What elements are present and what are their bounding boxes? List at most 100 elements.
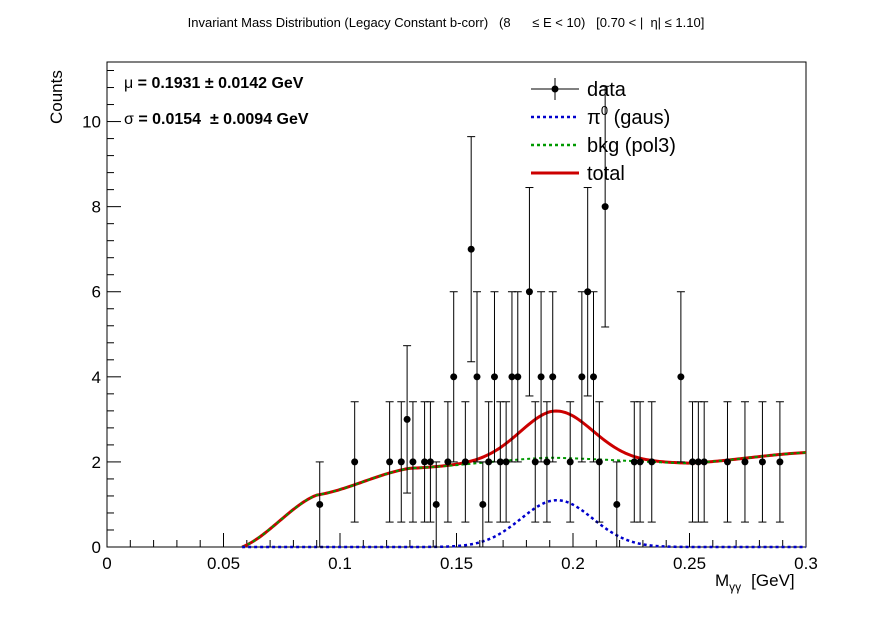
data-point-marker bbox=[450, 373, 458, 381]
legend-pi0-sup: 0 bbox=[601, 103, 608, 118]
bkg-fit-curve bbox=[241, 451, 807, 548]
data-point-marker bbox=[758, 458, 766, 466]
y-tick-label: 8 bbox=[92, 198, 101, 217]
data-point-marker bbox=[514, 373, 522, 381]
data-point-marker bbox=[426, 458, 434, 466]
legend-entry-total: total bbox=[531, 163, 625, 185]
data-point-marker bbox=[316, 500, 324, 508]
data-point bbox=[507, 291, 516, 463]
stat-sigma: σ = 0.0154 ± 0.0094 GeV bbox=[124, 111, 309, 128]
y-tick-label: 0 bbox=[92, 538, 101, 557]
data-point bbox=[525, 187, 534, 397]
data-point bbox=[403, 345, 412, 494]
data-point-marker bbox=[409, 458, 417, 466]
y-tick-label: 10 bbox=[82, 113, 101, 132]
stat-mu-value: = 0.1931 ± 0.0142 GeV bbox=[133, 75, 304, 92]
data-point bbox=[426, 401, 435, 523]
legend-pi0-suffix: (gaus) bbox=[608, 107, 670, 129]
data-point-marker bbox=[467, 245, 475, 253]
data-point bbox=[740, 401, 749, 523]
x-axis-title-unit: [GeV] bbox=[751, 571, 794, 590]
x-tick-label: 0.3 bbox=[794, 554, 818, 573]
legend-entry-data: data bbox=[531, 78, 627, 101]
legend-label-bkg: bkg (pol3) bbox=[587, 135, 676, 157]
data-point bbox=[397, 401, 406, 523]
data-point-marker bbox=[700, 458, 708, 466]
gaus-fit-curve bbox=[242, 498, 806, 549]
data-point-marker bbox=[444, 458, 452, 466]
x-axis-title-main: M bbox=[715, 571, 729, 590]
data-point bbox=[775, 401, 784, 523]
fit-curves bbox=[241, 409, 807, 549]
data-point-marker bbox=[490, 373, 498, 381]
data-point bbox=[700, 401, 709, 523]
legend-label-total: total bbox=[587, 163, 625, 185]
plot-frame-rect bbox=[106, 61, 807, 548]
legend-data-marker bbox=[551, 85, 559, 93]
data-point bbox=[315, 461, 324, 548]
x-axis-title-sub: γγ bbox=[729, 580, 741, 594]
data-point bbox=[496, 401, 505, 523]
data-point bbox=[473, 291, 482, 463]
data-point-marker bbox=[677, 373, 685, 381]
data-point bbox=[531, 401, 540, 523]
x-tick-label: 0.25 bbox=[673, 554, 706, 573]
data-point-marker bbox=[502, 458, 510, 466]
data-point-marker bbox=[601, 203, 609, 211]
data-point bbox=[758, 401, 767, 523]
data-point-marker bbox=[397, 458, 405, 466]
data-point bbox=[502, 401, 511, 523]
data-point-marker bbox=[776, 458, 784, 466]
data-point bbox=[513, 291, 522, 463]
data-point bbox=[723, 401, 732, 523]
legend-pi0-symbol: π bbox=[587, 107, 601, 129]
data-point bbox=[490, 291, 499, 463]
data-point bbox=[566, 401, 575, 523]
data-point-marker bbox=[636, 458, 644, 466]
data-point-marker bbox=[566, 458, 574, 466]
data-point bbox=[461, 401, 470, 523]
data-point bbox=[636, 401, 645, 523]
stat-sigma-symbol: σ bbox=[124, 111, 134, 128]
y-axis-title: Counts bbox=[47, 70, 66, 124]
data-point bbox=[443, 401, 452, 523]
data-point bbox=[612, 461, 621, 548]
data-point-marker bbox=[723, 458, 731, 466]
data-point bbox=[484, 401, 493, 523]
legend-entry-pi0: π0 (gaus) bbox=[531, 103, 670, 129]
data-point-marker bbox=[496, 458, 504, 466]
x-tick-label: 0.1 bbox=[328, 554, 352, 573]
data-point bbox=[542, 401, 551, 523]
data-point-marker bbox=[531, 458, 539, 466]
chart-title: Invariant Mass Distribution (Legacy Cons… bbox=[188, 15, 705, 30]
data-point-marker bbox=[485, 458, 493, 466]
data-point-marker bbox=[590, 373, 598, 381]
data-points bbox=[315, 85, 784, 548]
data-point bbox=[449, 291, 458, 463]
total-fit-curve bbox=[241, 409, 807, 549]
axis-ticks: 0 0.05 0.1 0.15 0.2 0.25 0.3 0 2 4 6 8 10 bbox=[82, 70, 818, 573]
data-point bbox=[577, 291, 586, 463]
data-point bbox=[583, 187, 592, 397]
data-point-marker bbox=[479, 500, 487, 508]
data-point-marker bbox=[584, 288, 592, 296]
legend-entry-bkg: bkg (pol3) bbox=[531, 135, 676, 157]
data-point-marker bbox=[630, 458, 638, 466]
y-tick-label: 4 bbox=[92, 368, 101, 387]
data-point bbox=[676, 291, 685, 463]
data-point-marker bbox=[403, 415, 411, 423]
x-tick-label: 0.05 bbox=[207, 554, 240, 573]
data-point-marker bbox=[432, 500, 440, 508]
data-point bbox=[589, 291, 598, 463]
data-point bbox=[350, 401, 359, 523]
data-point bbox=[467, 136, 476, 363]
data-point-marker bbox=[543, 458, 551, 466]
data-point bbox=[432, 461, 441, 548]
data-point-marker bbox=[694, 458, 702, 466]
legend-label-pi0: π0 (gaus) bbox=[587, 103, 670, 129]
data-point bbox=[601, 85, 610, 328]
data-point-marker bbox=[421, 458, 429, 466]
data-point-marker bbox=[525, 288, 533, 296]
legend-label-data: data bbox=[587, 79, 627, 101]
